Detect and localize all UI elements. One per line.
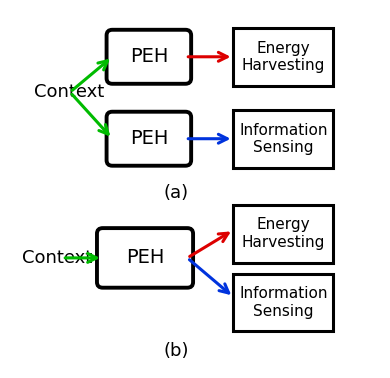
FancyBboxPatch shape	[106, 30, 191, 84]
Bar	[234, 110, 333, 167]
Text: PEH: PEH	[130, 129, 168, 148]
Text: Energy
Harvesting: Energy Harvesting	[242, 40, 325, 73]
Text: Energy
Harvesting: Energy Harvesting	[242, 217, 325, 250]
Text: Context: Context	[34, 83, 104, 101]
FancyBboxPatch shape	[97, 228, 193, 288]
Text: (b): (b)	[163, 342, 188, 360]
Text: Context: Context	[22, 249, 92, 267]
Bar	[234, 28, 333, 86]
Bar	[234, 274, 333, 332]
Text: PEH: PEH	[130, 47, 168, 66]
Text: PEH: PEH	[126, 248, 164, 267]
Text: Information
Sensing: Information Sensing	[239, 287, 328, 319]
Text: (a): (a)	[163, 184, 188, 202]
Text: Information
Sensing: Information Sensing	[239, 122, 328, 155]
FancyBboxPatch shape	[106, 112, 191, 166]
Bar	[234, 205, 333, 263]
